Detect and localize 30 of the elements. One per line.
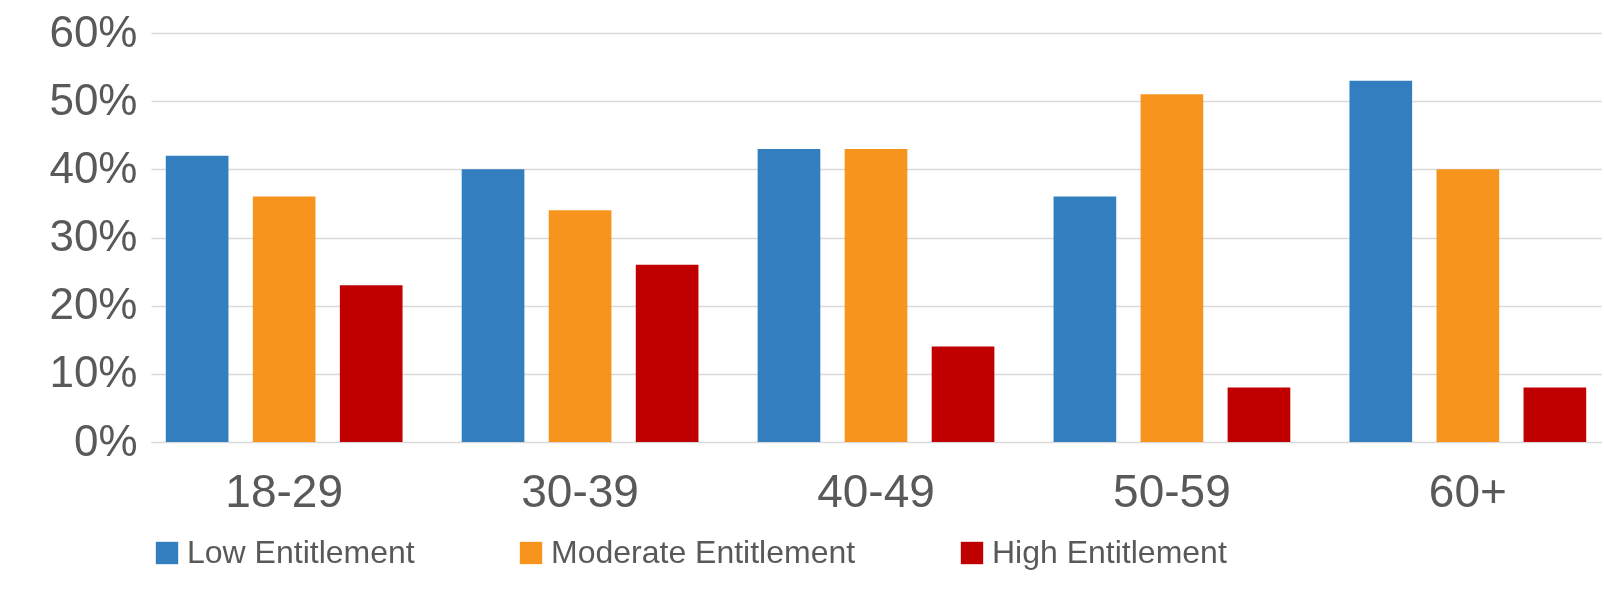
y-tick-label: 10%	[49, 347, 138, 397]
legend-label: High Entitlement	[992, 534, 1227, 570]
legend-label: Low Entitlement	[187, 534, 415, 570]
legend-label: Moderate Entitlement	[551, 534, 856, 570]
bar	[1227, 387, 1291, 442]
bar	[931, 346, 995, 442]
bar	[844, 148, 908, 442]
x-tick-label: 18-29	[225, 464, 343, 517]
bar	[1053, 196, 1117, 442]
bar	[1523, 387, 1587, 442]
bar	[461, 169, 525, 442]
x-tick-label: 60+	[1428, 464, 1507, 517]
bar	[252, 196, 316, 442]
bar	[339, 285, 403, 442]
bar	[1140, 94, 1204, 442]
bar	[548, 210, 612, 442]
y-tick-label: 0%	[73, 415, 138, 465]
bar	[1349, 80, 1413, 442]
bar	[635, 264, 699, 442]
x-tick-label: 50-59	[1113, 464, 1231, 517]
bar	[165, 155, 229, 442]
bar	[1436, 169, 1500, 442]
y-tick-label: 20%	[49, 279, 138, 329]
y-tick-label: 30%	[49, 211, 138, 260]
x-tick-label: 30-39	[521, 464, 639, 517]
y-tick-label: 50%	[49, 74, 138, 124]
bar	[757, 148, 821, 442]
y-tick-label: 60%	[49, 6, 138, 56]
x-tick-label: 40-49	[817, 464, 935, 517]
y-tick-label: 40%	[49, 142, 138, 192]
